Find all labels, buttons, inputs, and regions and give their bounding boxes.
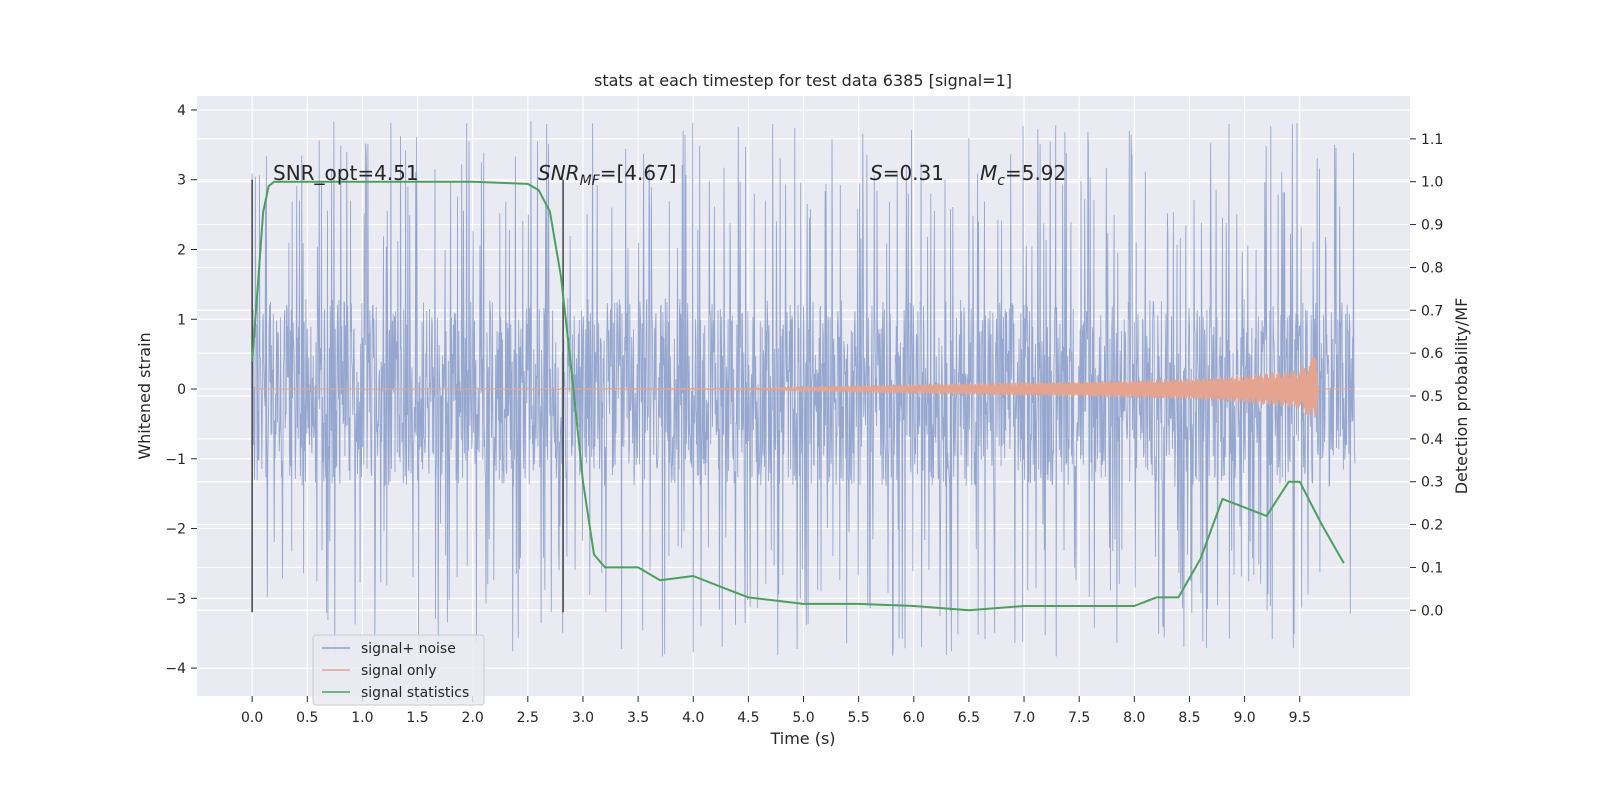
series-signal-statistics-line bbox=[251, 180, 1345, 612]
snr-mf-sub: MF bbox=[580, 173, 601, 189]
x-tick-label: 8.0 bbox=[1123, 710, 1145, 726]
snr-mf-main: SNR bbox=[538, 161, 580, 185]
x-tick-label: 3.5 bbox=[627, 710, 649, 726]
x-tick-label: 6.0 bbox=[903, 710, 925, 726]
y-tick-label: −1 bbox=[165, 452, 186, 468]
x-tick-label: 9.0 bbox=[1233, 710, 1255, 726]
y-right-tick-label: 0.5 bbox=[1421, 389, 1443, 405]
x-tick-label: 0.0 bbox=[241, 710, 263, 726]
x-tick-label: 9.5 bbox=[1289, 710, 1311, 726]
s-main: S bbox=[870, 161, 883, 185]
legend-label-signal-noise: signal+ noise bbox=[361, 641, 456, 657]
mc-main: M bbox=[980, 161, 997, 185]
y-tick-label: 2 bbox=[177, 242, 186, 258]
x-tick-label: 2.0 bbox=[462, 710, 484, 726]
x-tick-label: 3.0 bbox=[572, 710, 594, 726]
x-tick-label: 6.5 bbox=[958, 710, 980, 726]
annotation-s: S=0.31 bbox=[870, 161, 944, 185]
s-value: =0.31 bbox=[883, 161, 944, 185]
y-right-tick-label: 0.4 bbox=[1421, 432, 1443, 448]
y-tick-label: 0 bbox=[177, 382, 186, 398]
y-right-tick-label: 0.8 bbox=[1421, 260, 1443, 276]
y-right-tick-label: 1.0 bbox=[1421, 175, 1443, 191]
x-tick-label: 2.5 bbox=[517, 710, 539, 726]
y-right-tick-label: 0.6 bbox=[1421, 346, 1443, 362]
y-axis-label: Whitened strain bbox=[135, 332, 154, 459]
legend-label-signal-statistics: signal statistics bbox=[361, 685, 469, 701]
mc-sub: c bbox=[997, 173, 1005, 189]
x-axis-label: Time (s) bbox=[769, 729, 835, 748]
y-tick-label: 3 bbox=[177, 173, 186, 189]
x-tick-label: 5.0 bbox=[792, 710, 814, 726]
y-right-tick-label: 0.3 bbox=[1421, 475, 1443, 491]
series-signal-noise-line bbox=[251, 121, 1356, 658]
y-tick-label: −4 bbox=[165, 661, 186, 677]
annotation-mc: Mc=5.92 bbox=[980, 161, 1066, 189]
x-tick-label: 7.5 bbox=[1068, 710, 1090, 726]
mc-value: =5.92 bbox=[1005, 161, 1066, 185]
x-tick-label: 4.5 bbox=[737, 710, 759, 726]
annotation-snr-opt: SNR_opt=4.51 bbox=[273, 161, 419, 185]
legend: signal+ noise signal only signal statist… bbox=[312, 634, 485, 706]
x-tick-label: 7.0 bbox=[1013, 710, 1035, 726]
y-right-tick-label: 0.9 bbox=[1421, 218, 1443, 234]
snr-mf-value: =[4.67] bbox=[600, 161, 677, 185]
y-right-tick-label: 0.7 bbox=[1421, 303, 1443, 319]
chart-title: stats at each timestep for test data 638… bbox=[594, 71, 1012, 90]
series-signal-only-line bbox=[252, 356, 1355, 418]
y-tick-label: 4 bbox=[177, 103, 186, 119]
y-tick-label: −2 bbox=[165, 522, 186, 538]
y-tick-label: 1 bbox=[177, 312, 186, 328]
annotation-snr-mf: SNRMF=[4.67] bbox=[538, 161, 677, 189]
x-tick-label: 0.5 bbox=[296, 710, 318, 726]
x-tick-label: 8.5 bbox=[1178, 710, 1200, 726]
x-tick-label: 1.0 bbox=[351, 710, 373, 726]
y-right-tick-label: 0.2 bbox=[1421, 518, 1443, 534]
y-right-tick-label: 1.1 bbox=[1421, 132, 1443, 148]
x-tick-label: 5.5 bbox=[848, 710, 870, 726]
x-tick-label: 4.0 bbox=[682, 710, 704, 726]
legend-box bbox=[312, 634, 485, 706]
y-right-tick-label: 0.0 bbox=[1421, 603, 1443, 619]
y-right-tick-label: 0.1 bbox=[1421, 560, 1443, 576]
y-tick-label: −3 bbox=[165, 591, 186, 607]
x-tick-label: 1.5 bbox=[406, 710, 428, 726]
y-axis-right-label: Detection probability/MF bbox=[1452, 298, 1471, 495]
legend-label-signal-only: signal only bbox=[361, 663, 436, 679]
